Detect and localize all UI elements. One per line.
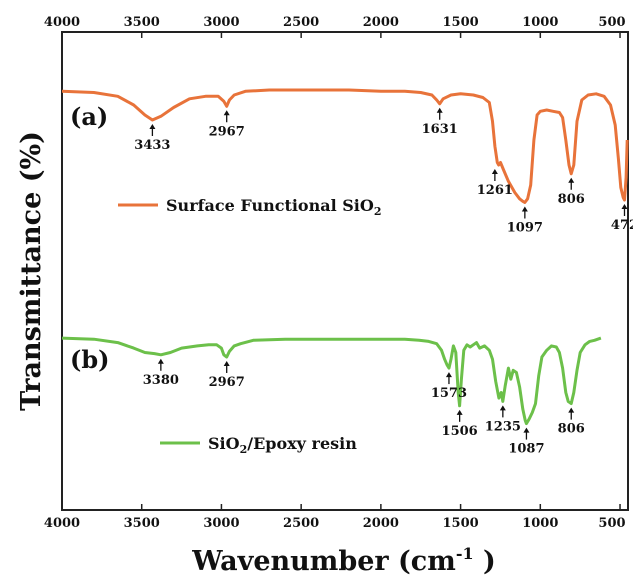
top-tick-label-3000: 3000 [203,15,239,30]
bottom-tick-label-3500: 3500 [124,516,160,531]
peak-annotations: 3433 2967 1631 1261 1097 806 472 3380 2967 1573 15… [134,107,633,457]
top-tick-label-1500: 1500 [442,15,478,30]
legend-entry-a: Surface Functional SiO2 [166,196,381,218]
top-tick-label-500: 500 [598,15,625,30]
top-tick-label-4000: 4000 [44,15,80,30]
peak-label-3380: 3380 [143,373,179,388]
bottom-tick-label-500: 500 [598,516,625,531]
series-line-b [61,336,602,426]
bottom-tick-label-2000: 2000 [363,516,399,531]
bottom-tick-label-4000: 4000 [44,516,80,531]
top-axis-ticks: 4000 3500 3000 2500 2000 1500 1000 500 [44,15,626,38]
peak-label-1261: 1261 [477,183,513,198]
panel-label-b: (b) [70,345,110,374]
series-line-a [61,88,629,204]
peak-label-1573: 1573 [431,386,467,401]
peak-label-2967: 2967 [209,375,245,390]
top-tick-label-2500: 2500 [283,15,319,30]
peak-label-1097: 1097 [507,221,543,236]
peak-arrowhead-1261 [491,169,498,174]
peak-label-2967: 2967 [209,124,245,139]
peak-label-806: 806 [558,192,585,207]
y-axis-label: Transmittance (%) [16,131,47,411]
peak-label-1087: 1087 [508,442,544,457]
x-axis-label-main: Wavenumber (cm [191,546,456,577]
panel-label-a: (a) [70,102,108,131]
legend-sub-b: 2 [240,443,248,456]
peak-label-806: 806 [558,422,585,437]
peak-label-472: 472 [611,218,633,233]
x-axis-label: Wavenumber (cm-1 ) [191,544,496,577]
spectra [61,88,629,426]
peak-arrowhead-1097 [521,206,528,212]
peak-label-3433: 3433 [134,138,170,153]
peak-arrowhead-1631 [436,107,443,113]
x-axis-label-sup: -1 [456,544,474,563]
peak-arrowhead-806 [568,177,575,183]
bottom-tick-label-2500: 2500 [283,516,319,531]
plot-frame [61,31,629,511]
legend-entry-b: SiO2/Epoxy resin [208,434,357,456]
peak-arrowhead-1506 [456,409,463,415]
bottom-tick-label-3000: 3000 [203,516,239,531]
top-tick-label-3500: 3500 [124,15,160,30]
peak-arrowhead-3380 [157,358,164,364]
peak-label-1235: 1235 [485,419,521,434]
bottom-axis-ticks: 4000 3500 3000 2500 2000 1500 1000 500 [44,504,626,531]
peak-arrowhead-806 [568,407,575,413]
peak-arrowhead-1573 [445,372,452,378]
peak-arrowhead-2967 [223,110,230,116]
top-tick-label-2000: 2000 [363,15,399,30]
peak-arrowhead-3433 [149,124,156,129]
peak-label-1631: 1631 [422,122,458,137]
bottom-tick-label-1000: 1000 [522,516,558,531]
peak-arrowhead-2967 [223,360,230,366]
x-axis-label-close: ) [474,546,496,577]
peak-label-1506: 1506 [442,424,478,439]
peak-arrowhead-1235 [499,405,506,411]
top-tick-label-1000: 1000 [522,15,558,30]
peak-arrowhead-472 [621,204,628,209]
legend-rest-b: /Epoxy resin [247,434,357,453]
bottom-tick-label-1500: 1500 [442,516,478,531]
legend-text-b: SiO [208,434,240,453]
legend-text-a: Surface Functional SiO [166,196,374,215]
peak-arrowhead-1087 [523,427,530,433]
legend-sub-a: 2 [374,205,382,218]
